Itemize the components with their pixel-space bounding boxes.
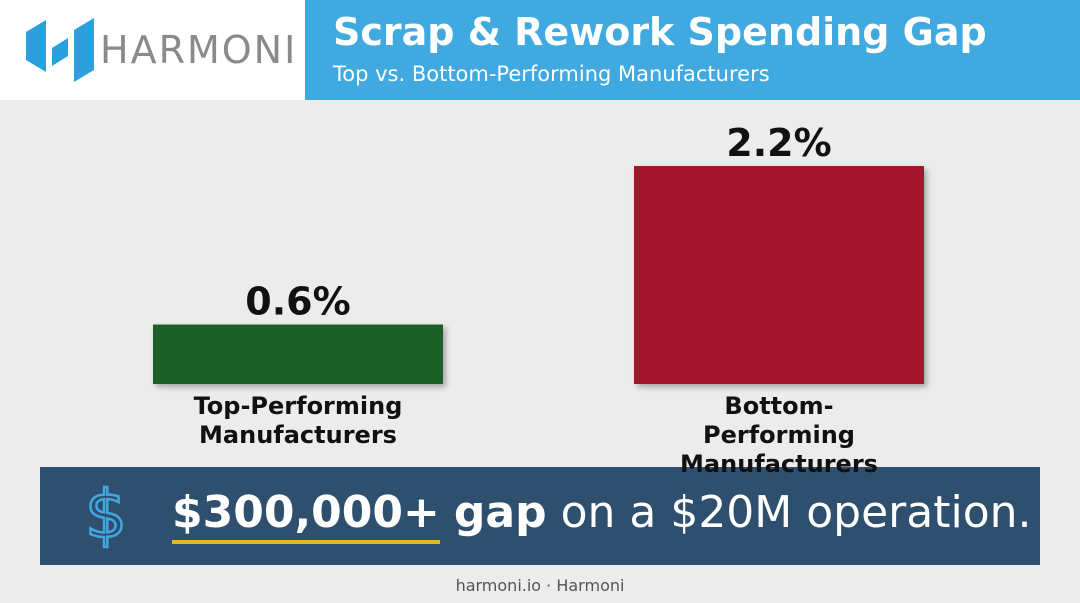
callout-amount: $300,000+ xyxy=(172,487,440,544)
callout: $ $300,000+ gap on a $20M operation. xyxy=(40,467,1040,565)
brand: HARMONI xyxy=(100,28,298,72)
chart-subtitle: Top vs. Bottom-Performing Manufacturers xyxy=(333,62,770,86)
svg-text:$: $ xyxy=(85,481,127,551)
category-label: Top-Performing Manufacturers xyxy=(193,392,403,449)
callout-word: gap xyxy=(453,487,547,538)
bar xyxy=(153,324,443,384)
logo-icon xyxy=(26,18,94,82)
logo-area: HARMONI xyxy=(0,0,305,100)
chart: 0.6% 2.2% xyxy=(90,121,987,387)
bar xyxy=(634,166,924,384)
header: Scrap & Rework Spending Gap Top vs. Bott… xyxy=(305,0,1080,100)
value-label: 0.6% xyxy=(245,280,350,324)
value-label: 2.2% xyxy=(726,121,831,165)
footer: harmoni.io · Harmoni xyxy=(455,576,625,595)
category-label: Bottom-Performing Manufacturers xyxy=(680,392,878,478)
dollar-icon: $ xyxy=(84,481,129,551)
callout-rest: on a $20M operation. xyxy=(560,487,1032,538)
chart-title: Scrap & Rework Spending Gap xyxy=(333,10,987,54)
callout-text: $300,000+ gap on a $20M operation. xyxy=(172,487,1032,544)
